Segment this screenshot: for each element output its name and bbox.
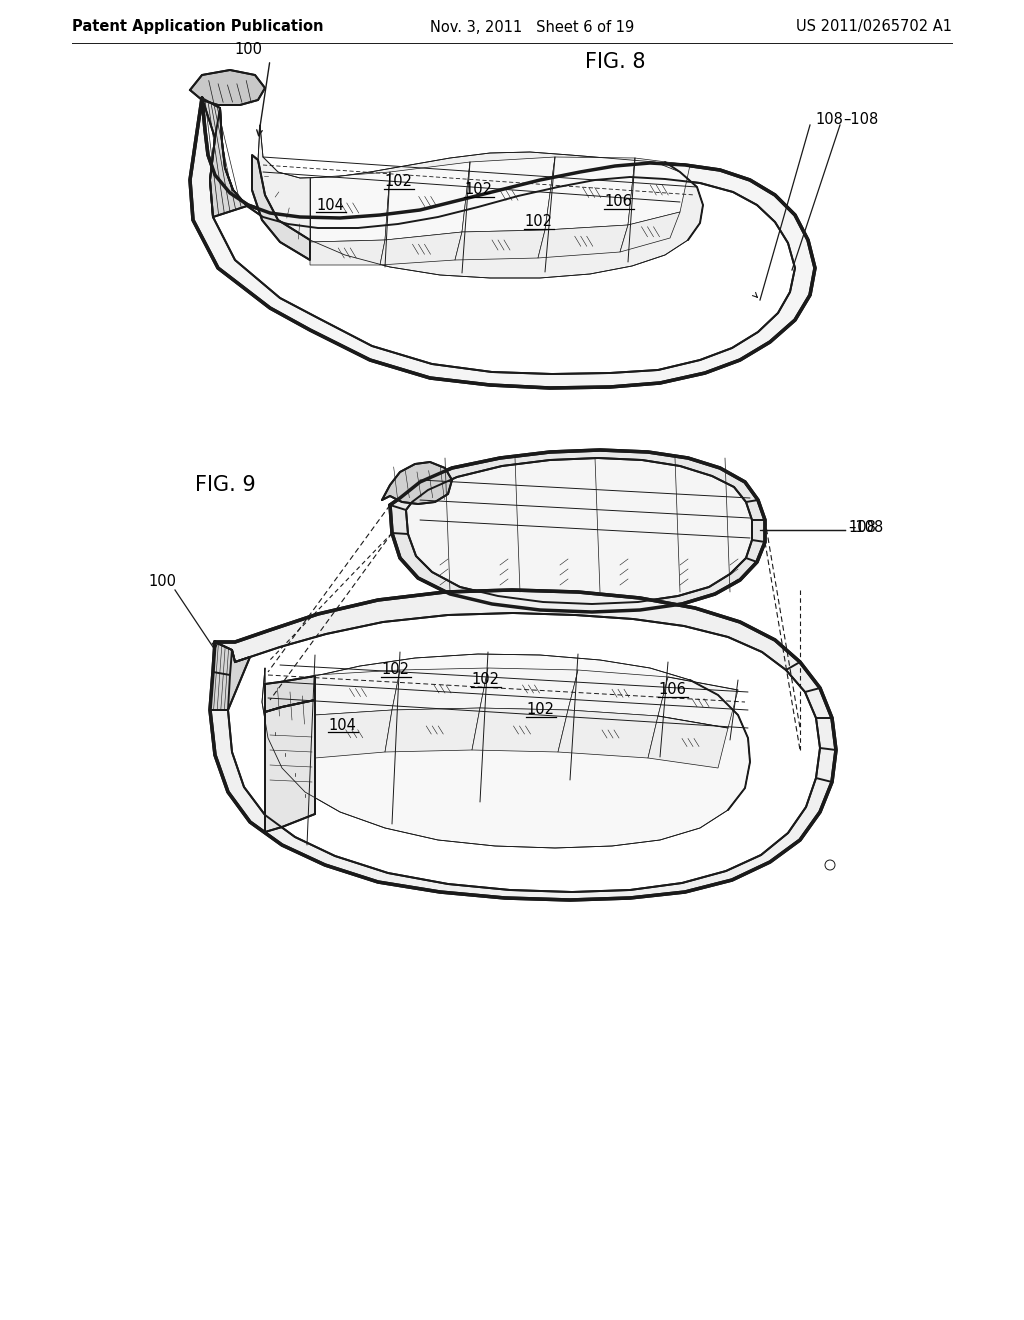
Polygon shape <box>190 70 265 106</box>
Text: FIG. 9: FIG. 9 <box>195 475 256 495</box>
Text: 100: 100 <box>234 42 262 58</box>
Polygon shape <box>480 668 578 710</box>
Polygon shape <box>310 172 390 242</box>
Text: FIG. 8: FIG. 8 <box>585 51 645 73</box>
Text: 102: 102 <box>526 702 554 718</box>
Text: 108: 108 <box>848 520 876 536</box>
Polygon shape <box>658 677 738 729</box>
Polygon shape <box>385 708 480 752</box>
Text: Nov. 3, 2011   Sheet 6 of 19: Nov. 3, 2011 Sheet 6 of 19 <box>430 20 634 34</box>
Polygon shape <box>648 715 728 768</box>
Polygon shape <box>406 458 752 605</box>
Text: 106: 106 <box>658 682 686 697</box>
Polygon shape <box>620 213 680 252</box>
Text: 102: 102 <box>471 672 499 688</box>
Text: 106: 106 <box>604 194 632 210</box>
Text: 104: 104 <box>316 198 344 213</box>
Polygon shape <box>258 125 703 279</box>
Polygon shape <box>265 700 315 832</box>
Polygon shape <box>310 240 385 265</box>
Text: 104: 104 <box>328 718 356 733</box>
Polygon shape <box>392 668 488 710</box>
Polygon shape <box>568 671 668 715</box>
Polygon shape <box>558 710 658 758</box>
Polygon shape <box>315 710 392 758</box>
Polygon shape <box>210 642 250 710</box>
Polygon shape <box>472 708 568 752</box>
Text: 102: 102 <box>384 174 412 190</box>
Text: 100: 100 <box>148 574 176 590</box>
Polygon shape <box>210 108 795 374</box>
Polygon shape <box>390 450 765 612</box>
Polygon shape <box>265 676 315 711</box>
Polygon shape <box>315 671 400 715</box>
Text: US 2011/0265702 A1: US 2011/0265702 A1 <box>796 20 952 34</box>
Text: 102: 102 <box>464 182 492 198</box>
Polygon shape <box>462 157 555 232</box>
Polygon shape <box>455 230 545 260</box>
Polygon shape <box>385 162 470 240</box>
Polygon shape <box>252 154 310 260</box>
Text: 102: 102 <box>524 214 552 230</box>
Text: –108: –108 <box>848 520 884 535</box>
Polygon shape <box>545 157 635 230</box>
Text: 108: 108 <box>815 112 843 128</box>
Polygon shape <box>380 232 462 265</box>
Polygon shape <box>190 98 815 388</box>
Polygon shape <box>228 612 820 892</box>
Text: –108: –108 <box>843 112 879 128</box>
Polygon shape <box>628 158 690 224</box>
Polygon shape <box>262 653 750 847</box>
Polygon shape <box>202 98 247 216</box>
Text: 102: 102 <box>381 663 409 677</box>
Polygon shape <box>210 590 836 900</box>
Polygon shape <box>382 462 452 504</box>
Text: Patent Application Publication: Patent Application Publication <box>72 20 324 34</box>
Polygon shape <box>538 224 628 257</box>
